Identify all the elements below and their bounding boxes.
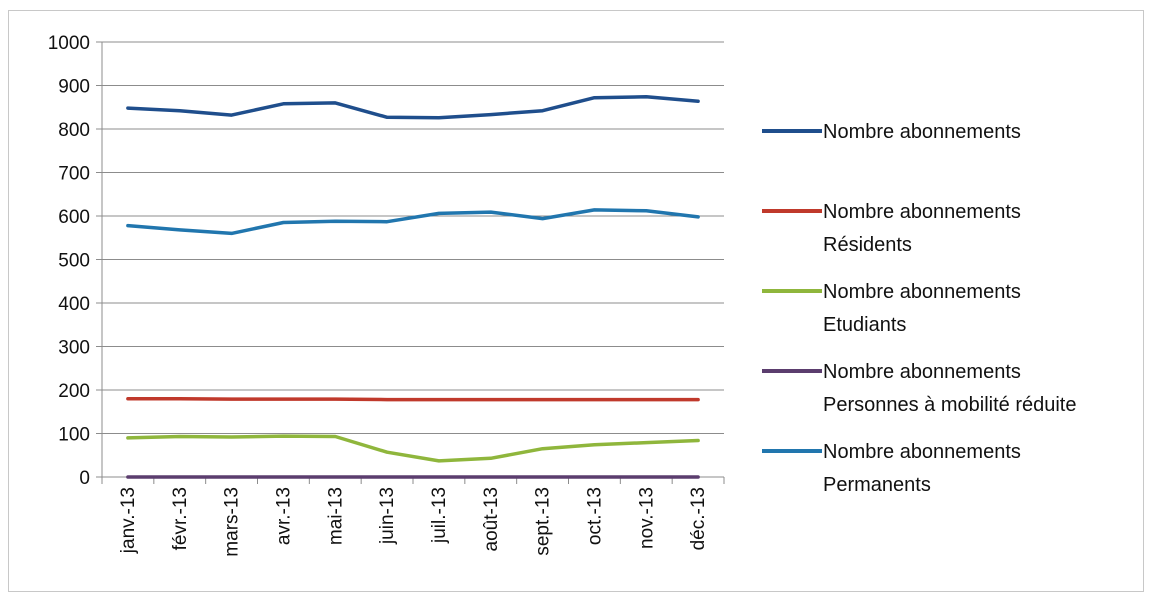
x-tick-label: nov.-13 [636, 487, 657, 549]
y-tick-label: 800 [58, 120, 90, 141]
x-tick-label: mai-13 [325, 487, 346, 545]
legend-label: Nombre abonnements [823, 281, 1021, 303]
y-tick-label: 500 [58, 251, 90, 272]
x-tick-label: févr.-13 [170, 487, 191, 550]
y-tick-label: 0 [79, 468, 90, 489]
series-line [126, 95, 700, 120]
x-tick-label: juin-13 [377, 487, 398, 545]
x-tick-label: janv.-13 [118, 487, 139, 554]
y-tick-label: 1000 [48, 33, 90, 54]
x-tick-label: avr.-13 [273, 487, 294, 545]
legend-label: Personnes à mobilité réduite [823, 394, 1076, 416]
x-tick-label: sept.-13 [533, 487, 554, 556]
y-tick-label: 900 [58, 77, 90, 98]
series-line [126, 396, 700, 402]
y-tick-label: 400 [58, 294, 90, 315]
chart-frame [8, 10, 1144, 592]
legend-label: Résidents [823, 234, 912, 256]
y-tick-label: 700 [58, 164, 90, 185]
x-tick-label: déc.-13 [688, 487, 709, 550]
legend-label: Permanents [823, 474, 931, 496]
y-tick-label: 600 [58, 207, 90, 228]
x-tick-label: mars-13 [222, 487, 243, 557]
x-tick-label: août-13 [481, 487, 502, 551]
series-line [126, 208, 700, 236]
legend-label: Nombre abonnements [823, 121, 1021, 143]
legend-label: Nombre abonnements [823, 201, 1021, 223]
y-tick-label: 100 [58, 425, 90, 446]
y-tick-label: 200 [58, 381, 90, 402]
series-line [126, 434, 700, 463]
x-tick-label: juil.-13 [429, 487, 450, 544]
y-tick-label: 300 [58, 338, 90, 359]
legend-label: Nombre abonnements [823, 361, 1021, 383]
x-tick-label: oct.-13 [584, 487, 605, 545]
legend-label: Etudiants [823, 314, 906, 336]
legend-label: Nombre abonnements [823, 441, 1021, 463]
